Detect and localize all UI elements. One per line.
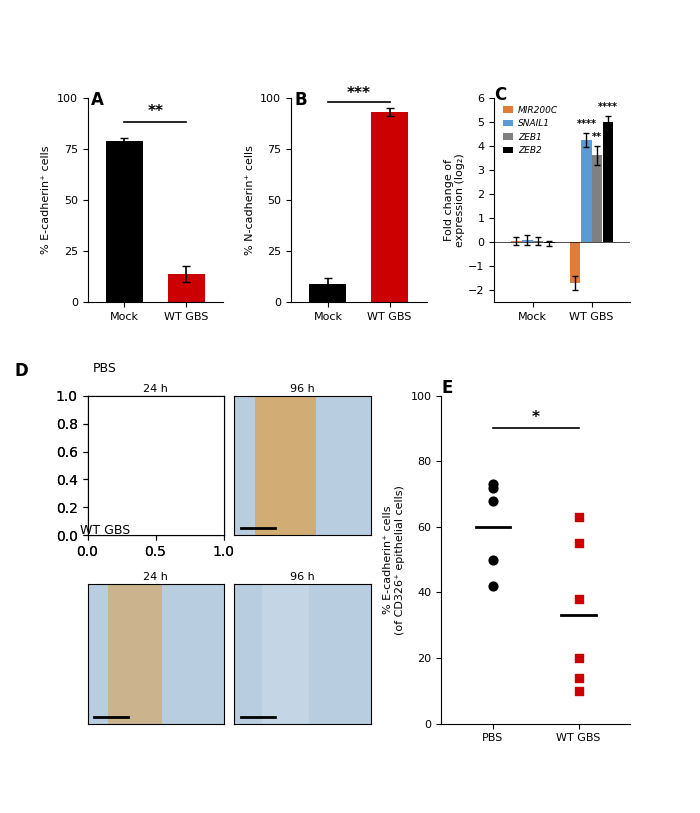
Text: C: C	[494, 85, 507, 103]
Title: 24 h: 24 h	[143, 572, 168, 582]
Point	[573, 537, 584, 550]
Bar	[581, 140, 592, 242]
Bar	[371, 112, 408, 302]
Text: **: **	[147, 104, 163, 119]
Y-axis label: % E-cadherin⁺ cells
(of CD326⁺ epithelial cells): % E-cadherin⁺ cells (of CD326⁺ epithelia…	[384, 485, 405, 635]
Point	[487, 481, 498, 494]
Point	[573, 651, 584, 664]
Text: B: B	[294, 91, 307, 110]
Bar	[544, 242, 554, 243]
Title: 96 h: 96 h	[290, 384, 315, 393]
Point	[573, 593, 584, 606]
Bar	[533, 241, 543, 242]
Point	[487, 580, 498, 593]
Text: *: *	[532, 411, 540, 425]
Text: ****: ****	[598, 102, 618, 112]
Point	[487, 478, 498, 491]
Bar	[262, 584, 309, 724]
Title: 96 h: 96 h	[290, 572, 315, 582]
Bar	[108, 396, 169, 535]
Point	[573, 511, 584, 524]
Point	[487, 494, 498, 507]
Title: 24 h: 24 h	[143, 384, 168, 393]
Text: A: A	[90, 91, 104, 110]
Bar	[255, 396, 316, 535]
Point	[573, 685, 584, 698]
Bar	[592, 155, 602, 242]
Point	[573, 672, 584, 685]
Bar	[522, 240, 533, 242]
Bar	[106, 141, 143, 302]
Text: PBS: PBS	[93, 362, 117, 375]
Text: D: D	[14, 362, 28, 380]
Text: E: E	[441, 380, 453, 398]
Text: ****: ****	[576, 119, 596, 129]
Text: WT GBS: WT GBS	[80, 524, 130, 537]
Bar	[108, 584, 162, 724]
Point	[487, 553, 498, 566]
Bar	[603, 122, 613, 242]
Y-axis label: Fold change of
expression (log₂): Fold change of expression (log₂)	[444, 153, 466, 247]
Bar	[309, 284, 346, 302]
Text: ***: ***	[346, 85, 371, 101]
Legend: MIR200C, SNAIL1, ZEB1, ZEB2: MIR200C, SNAIL1, ZEB1, ZEB2	[499, 102, 561, 159]
Bar	[511, 241, 522, 242]
Y-axis label: % E-cadherin⁺ cells: % E-cadherin⁺ cells	[41, 146, 51, 254]
Text: **: **	[592, 133, 602, 142]
Bar	[570, 242, 580, 283]
Y-axis label: % N-cadherin⁺ cells: % N-cadherin⁺ cells	[245, 145, 255, 255]
Bar	[167, 274, 204, 302]
